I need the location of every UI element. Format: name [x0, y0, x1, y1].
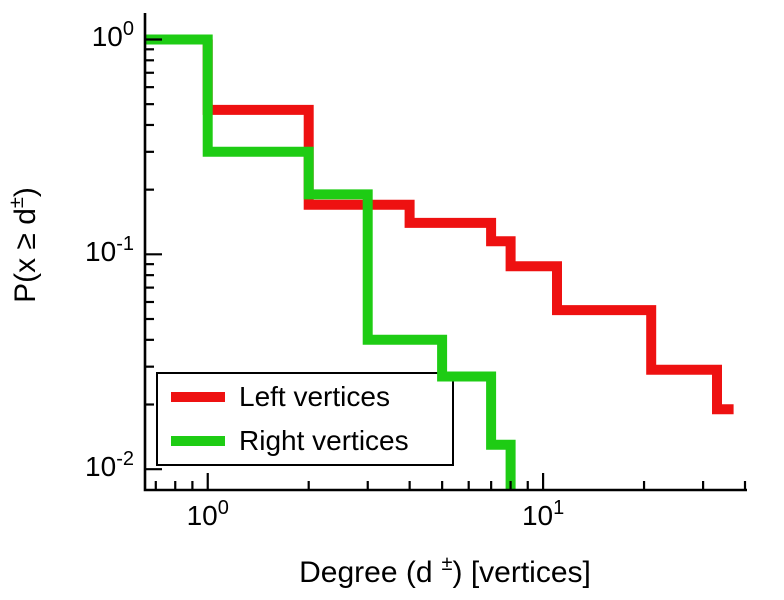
x-axis-label: Degree (d ±) [vertices] [145, 553, 745, 590]
legend-item-left-vertices: Left vertices [158, 375, 452, 419]
legend: Left vertices Right vertices [156, 372, 454, 466]
y-tick-label: 100 [91, 18, 134, 53]
legend-swatch-left-vertices [171, 392, 225, 402]
plus-minus-superscript: ± [6, 197, 28, 209]
series-left-vertices [202, 39, 734, 415]
x-axis-label-close: ) [vertices] [452, 556, 591, 589]
legend-label-right-vertices: Right vertices [239, 425, 409, 456]
y-tick-label: 10-2 [85, 447, 134, 483]
y-axis-label-text: P(x ≥ d [9, 208, 42, 303]
y-axis-label: P(x ≥ d±) [6, 95, 43, 395]
y-tick-label: 10-1 [85, 233, 134, 268]
legend-label-left-vertices: Left vertices [239, 381, 390, 412]
y-axis-label-close: ) [9, 187, 42, 198]
legend-item-right-vertices: Right vertices [158, 419, 452, 463]
plus-minus-superscript: ± [441, 553, 453, 575]
x-tick-label: 100 [186, 496, 229, 531]
x-tick-label: 101 [521, 496, 565, 531]
legend-swatch-right-vertices [171, 436, 225, 446]
x-axis-label-text: Degree (d [299, 556, 433, 589]
